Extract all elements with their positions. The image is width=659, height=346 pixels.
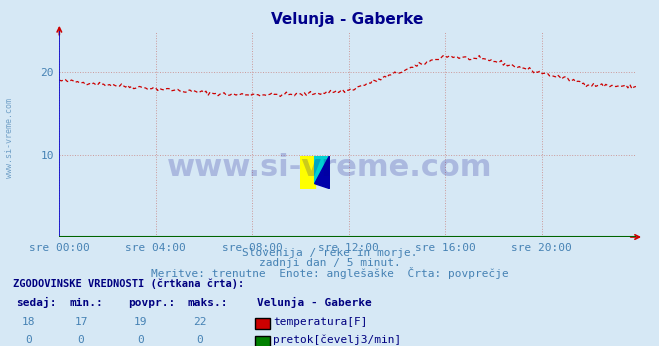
Text: 0: 0 bbox=[25, 335, 32, 345]
Text: 18: 18 bbox=[22, 317, 35, 327]
Text: min.:: min.: bbox=[69, 298, 103, 308]
Text: 19: 19 bbox=[134, 317, 147, 327]
Text: Velunja - Gaberke: Velunja - Gaberke bbox=[257, 297, 372, 308]
Text: povpr.:: povpr.: bbox=[129, 298, 176, 308]
Title: Velunja - Gaberke: Velunja - Gaberke bbox=[272, 12, 424, 27]
Text: temperatura[F]: temperatura[F] bbox=[273, 317, 368, 327]
Bar bbox=[300, 156, 315, 189]
Text: www.si-vreme.com: www.si-vreme.com bbox=[167, 153, 492, 182]
Text: sedaj:: sedaj: bbox=[16, 297, 57, 308]
Text: www.si-vreme.com: www.si-vreme.com bbox=[5, 98, 14, 179]
Text: 22: 22 bbox=[193, 317, 206, 327]
Text: Slovenija / reke in morje.: Slovenija / reke in morje. bbox=[242, 248, 417, 258]
Text: Meritve: trenutne  Enote: anglešaške  Črta: povprečje: Meritve: trenutne Enote: anglešaške Črta… bbox=[151, 267, 508, 279]
Text: maks.:: maks.: bbox=[188, 298, 228, 308]
Text: 17: 17 bbox=[74, 317, 88, 327]
Text: 0: 0 bbox=[196, 335, 203, 345]
Text: zadnji dan / 5 minut.: zadnji dan / 5 minut. bbox=[258, 258, 401, 268]
Polygon shape bbox=[315, 156, 330, 189]
Text: ZGODOVINSKE VREDNOSTI (črtkana črta):: ZGODOVINSKE VREDNOSTI (črtkana črta): bbox=[13, 279, 244, 289]
Text: 0: 0 bbox=[78, 335, 84, 345]
Text: 0: 0 bbox=[137, 335, 144, 345]
Polygon shape bbox=[315, 156, 330, 184]
Text: pretok[čevelj3/min]: pretok[čevelj3/min] bbox=[273, 335, 402, 345]
